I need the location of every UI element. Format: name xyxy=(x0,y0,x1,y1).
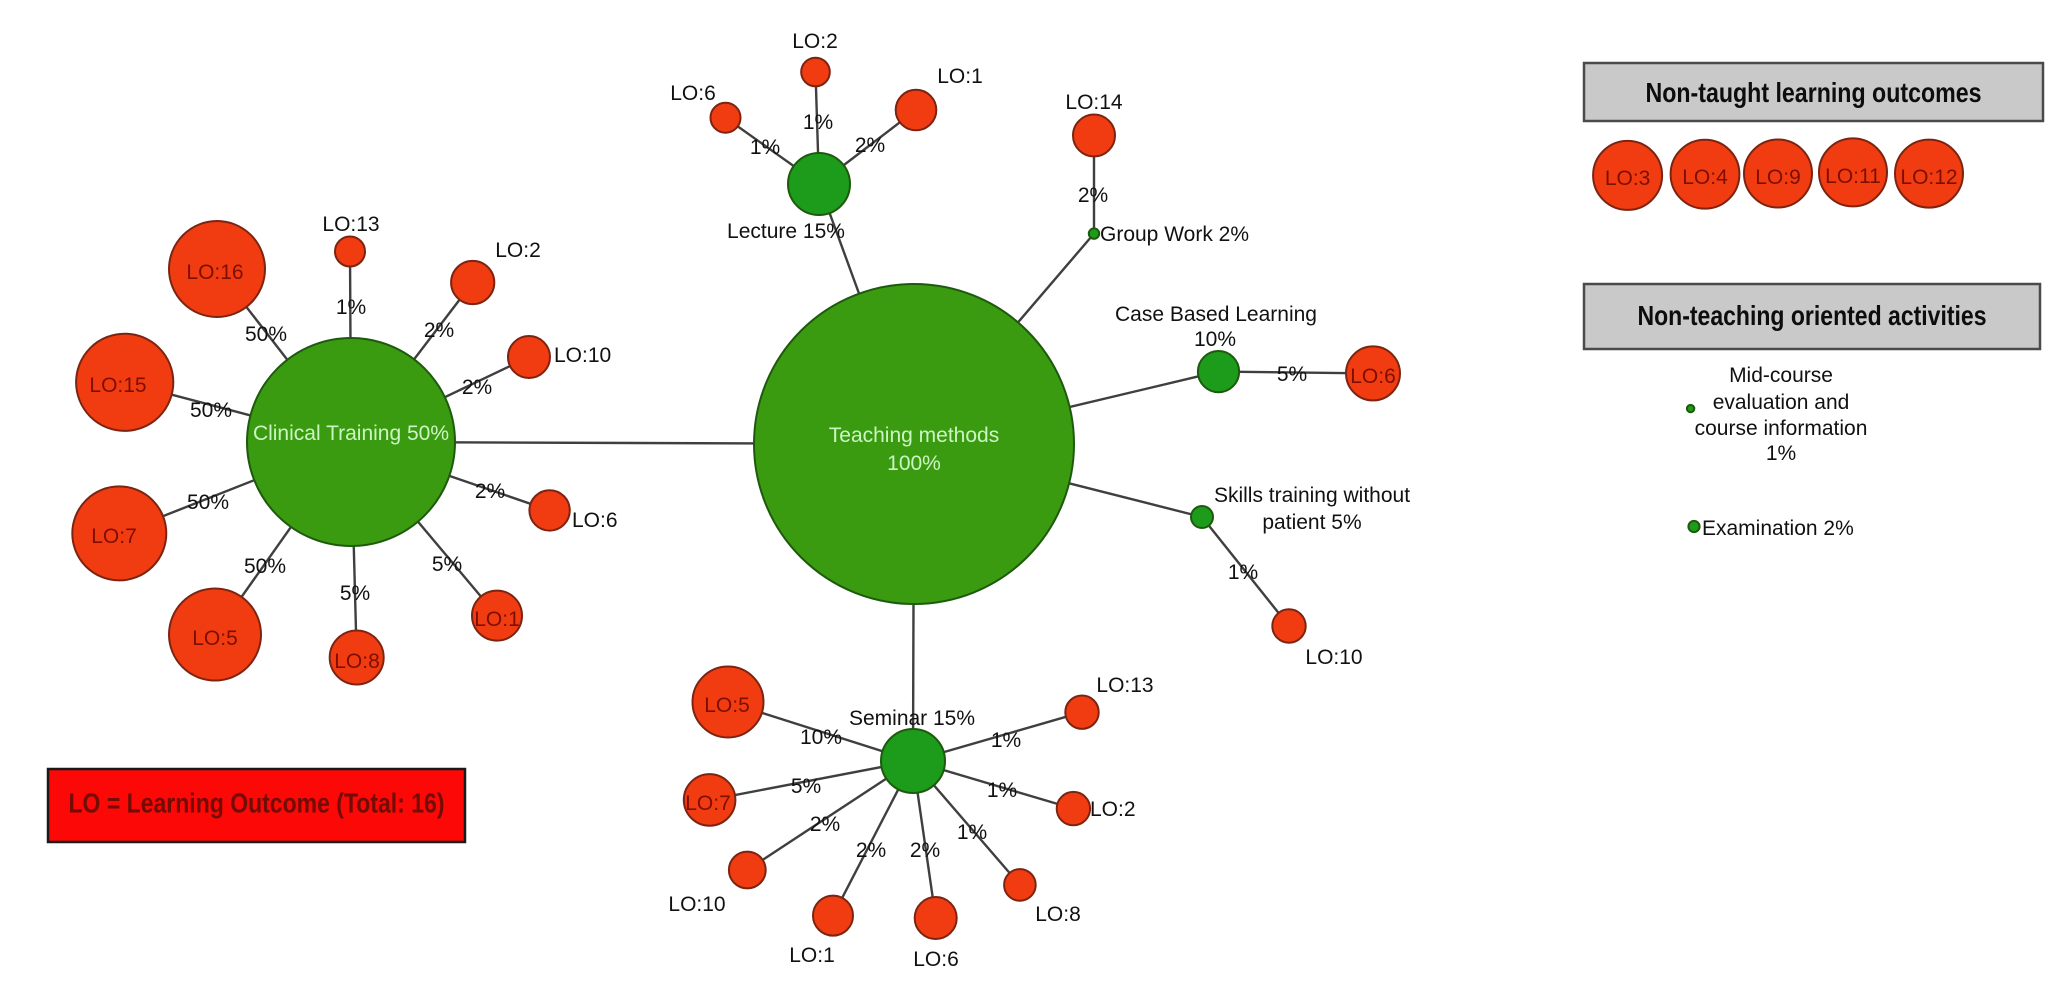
svg-text:LO:12: LO:12 xyxy=(1900,166,1957,189)
svg-text:Examination 2%: Examination 2% xyxy=(1702,517,1854,540)
svg-text:LO:5: LO:5 xyxy=(704,694,750,717)
svg-text:LO:10: LO:10 xyxy=(668,893,725,916)
svg-text:LO:9: LO:9 xyxy=(1755,166,1801,189)
svg-text:LO:10: LO:10 xyxy=(1305,646,1362,669)
svg-text:LO:11: LO:11 xyxy=(1825,165,1881,188)
svg-text:50%: 50% xyxy=(245,323,287,346)
svg-text:Mid-course: Mid-course xyxy=(1729,364,1833,387)
svg-text:Non-teaching oriented activiti: Non-teaching oriented activities xyxy=(1638,300,1987,331)
svg-text:2%: 2% xyxy=(855,134,885,157)
svg-text:5%: 5% xyxy=(1277,363,1307,386)
svg-text:LO:5: LO:5 xyxy=(192,627,238,650)
svg-text:1%: 1% xyxy=(991,729,1021,752)
svg-text:LO:6: LO:6 xyxy=(913,948,959,971)
svg-text:LO:2: LO:2 xyxy=(792,30,838,53)
svg-text:LO:6: LO:6 xyxy=(1350,365,1396,388)
svg-text:50%: 50% xyxy=(244,555,286,578)
svg-text:1%: 1% xyxy=(803,111,833,134)
svg-text:LO:16: LO:16 xyxy=(186,261,243,284)
svg-text:1%: 1% xyxy=(336,296,366,319)
svg-text:evaluation and: evaluation and xyxy=(1713,391,1850,414)
svg-text:1%: 1% xyxy=(1228,561,1258,584)
svg-text:2%: 2% xyxy=(856,839,886,862)
svg-text:LO:6: LO:6 xyxy=(670,82,716,105)
svg-text:LO:1: LO:1 xyxy=(789,944,835,967)
svg-text:LO:3: LO:3 xyxy=(1605,167,1651,190)
svg-text:Case Based Learning: Case Based Learning xyxy=(1115,303,1317,326)
svg-text:LO:10: LO:10 xyxy=(554,344,611,367)
svg-text:LO:6: LO:6 xyxy=(572,509,618,532)
svg-text:LO:1: LO:1 xyxy=(937,65,983,88)
svg-text:Lecture 15%: Lecture 15% xyxy=(727,220,845,243)
svg-text:patient 5%: patient 5% xyxy=(1262,511,1361,534)
svg-text:LO:1: LO:1 xyxy=(474,608,520,631)
svg-text:2%: 2% xyxy=(424,319,454,342)
svg-text:5%: 5% xyxy=(432,553,462,576)
svg-text:Group Work 2%: Group Work 2% xyxy=(1100,223,1249,246)
svg-text:1%: 1% xyxy=(1766,442,1796,465)
svg-text:100%: 100% xyxy=(887,452,941,475)
svg-text:Teaching methods: Teaching methods xyxy=(829,424,999,447)
svg-text:10%: 10% xyxy=(800,726,842,749)
svg-text:LO = Learning Outcome (Total:: LO = Learning Outcome (Total: 16) xyxy=(69,788,445,819)
svg-text:2%: 2% xyxy=(910,839,940,862)
svg-text:LO:8: LO:8 xyxy=(334,650,380,673)
svg-text:LO:7: LO:7 xyxy=(685,792,731,815)
svg-text:2%: 2% xyxy=(462,376,492,399)
svg-text:1%: 1% xyxy=(957,821,987,844)
svg-text:1%: 1% xyxy=(987,779,1017,802)
svg-text:2%: 2% xyxy=(1078,184,1108,207)
svg-text:LO:7: LO:7 xyxy=(91,525,137,548)
svg-text:5%: 5% xyxy=(791,775,821,798)
svg-text:10%: 10% xyxy=(1194,328,1236,351)
svg-text:LO:2: LO:2 xyxy=(495,239,541,262)
svg-text:50%: 50% xyxy=(187,491,229,514)
svg-text:Skills training without: Skills training without xyxy=(1214,484,1410,507)
svg-text:2%: 2% xyxy=(810,813,840,836)
svg-text:LO:15: LO:15 xyxy=(89,374,146,397)
svg-text:Seminar 15%: Seminar 15% xyxy=(849,707,975,730)
svg-text:5%: 5% xyxy=(340,582,370,605)
svg-text:LO:13: LO:13 xyxy=(1096,674,1153,697)
svg-text:50%: 50% xyxy=(190,399,232,422)
svg-text:course information: course information xyxy=(1695,417,1868,440)
svg-text:LO:4: LO:4 xyxy=(1682,166,1728,189)
svg-text:LO:8: LO:8 xyxy=(1035,903,1081,926)
svg-text:Clinical Training 50%: Clinical Training 50% xyxy=(253,422,449,445)
svg-text:2%: 2% xyxy=(475,480,505,503)
svg-text:LO:13: LO:13 xyxy=(322,213,379,236)
svg-text:1%: 1% xyxy=(750,136,780,159)
svg-text:Non-taught learning outcomes: Non-taught learning outcomes xyxy=(1646,77,1982,108)
svg-text:LO:2: LO:2 xyxy=(1090,798,1136,821)
svg-text:LO:14: LO:14 xyxy=(1065,91,1123,114)
